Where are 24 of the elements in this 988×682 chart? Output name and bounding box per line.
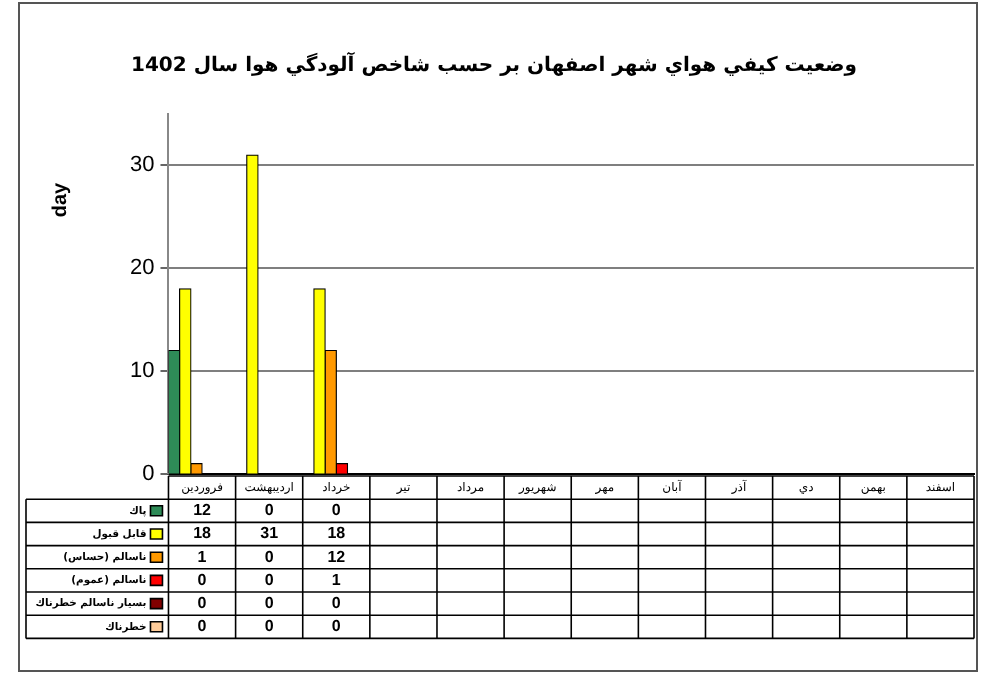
data-label: 0: [264, 547, 275, 566]
data-label: 0: [331, 617, 342, 636]
data-label: 0: [264, 617, 275, 636]
data-label: 31: [260, 524, 280, 543]
y-axis-title: day: [49, 181, 72, 218]
data-label: 1: [331, 570, 342, 589]
data-label: 0: [331, 594, 342, 613]
data-label: 0: [197, 570, 208, 589]
data-label: 18: [327, 524, 347, 543]
data-label: 0: [264, 501, 275, 520]
data-label: 1: [197, 547, 208, 566]
data-label: 0: [331, 501, 342, 520]
chart-title: وضعيت كيفي هواي شهر اصفهان بر حسب شاخص آلودگي هوا سال 1402: [131, 51, 857, 78]
data-label: 12: [327, 547, 347, 566]
data-label: 18: [193, 524, 213, 543]
data-label: 0: [197, 617, 208, 636]
y-tick-label: 30: [129, 153, 155, 178]
y-tick-label: 20: [129, 256, 155, 281]
data-label: 0: [197, 594, 208, 613]
y-tick-label: 10: [129, 359, 155, 384]
data-label: 0: [264, 594, 275, 613]
data-label: 0: [264, 570, 275, 589]
y-tick-label: 0: [142, 462, 155, 487]
data-label: 12: [193, 501, 213, 520]
